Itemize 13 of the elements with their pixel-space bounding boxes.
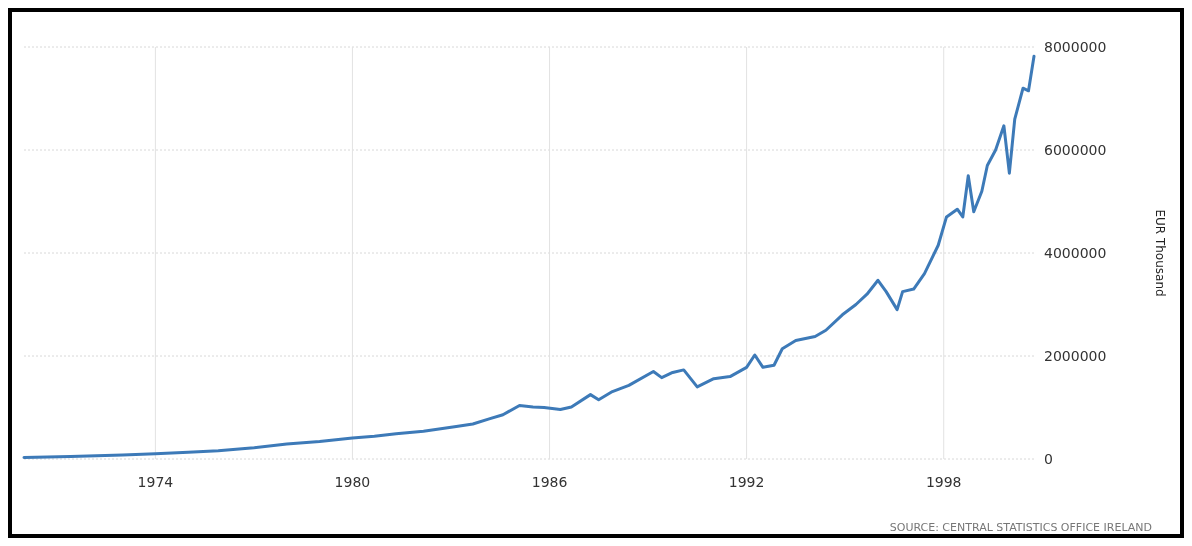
- y-axis-title: EUR Thousand: [1153, 209, 1167, 297]
- y-tick-label: 0: [1044, 451, 1053, 467]
- x-tick-label: 1992: [728, 474, 765, 490]
- y-tick-label: 4000000: [1044, 245, 1107, 261]
- y-tick-label: 8000000: [1044, 39, 1107, 55]
- x-tick-label: 1974: [137, 474, 174, 490]
- x-tick-label: 1998: [925, 474, 962, 490]
- source-note: SOURCE: CENTRAL STATISTICS OFFICE IRELAND: [889, 521, 1152, 534]
- y-tick-label: 6000000: [1044, 142, 1107, 158]
- line-series: [22, 54, 1036, 459]
- x-tick-label: 1986: [531, 474, 568, 490]
- y-tick-label: 2000000: [1044, 348, 1107, 364]
- x-tick-label: 1980: [334, 474, 371, 490]
